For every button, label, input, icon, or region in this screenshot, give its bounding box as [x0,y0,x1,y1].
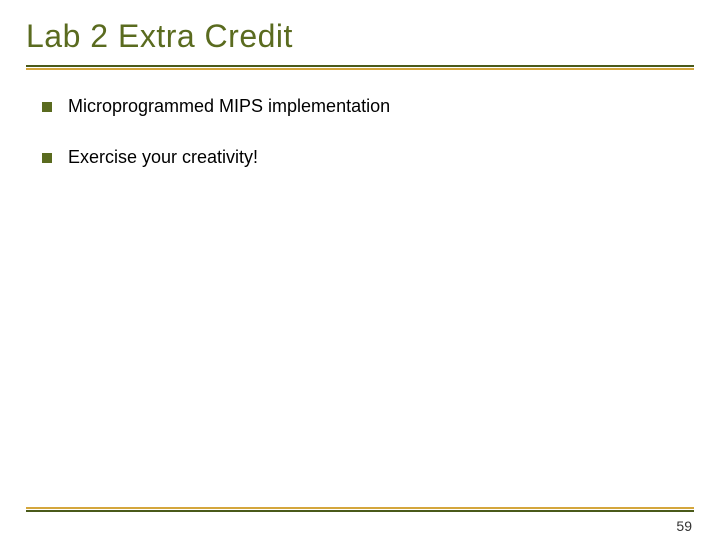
slide-container: Lab 2 Extra Credit Microprogrammed MIPS … [0,0,720,540]
page-number: 59 [676,518,692,534]
bullet-text: Exercise your creativity! [68,147,258,168]
footer-line-dark [26,510,694,512]
slide-title: Lab 2 Extra Credit [26,18,694,55]
square-bullet-icon [42,153,52,163]
footer-underline [26,507,694,512]
bullet-text: Microprogrammed MIPS implementation [68,96,390,117]
bullet-item: Microprogrammed MIPS implementation [42,96,694,117]
underline-gold [26,68,694,70]
bullet-item: Exercise your creativity! [42,147,694,168]
title-underline [26,65,694,70]
square-bullet-icon [42,102,52,112]
underline-dark [26,65,694,67]
footer-line-gold [26,507,694,509]
bullet-list: Microprogrammed MIPS implementation Exer… [26,96,694,168]
